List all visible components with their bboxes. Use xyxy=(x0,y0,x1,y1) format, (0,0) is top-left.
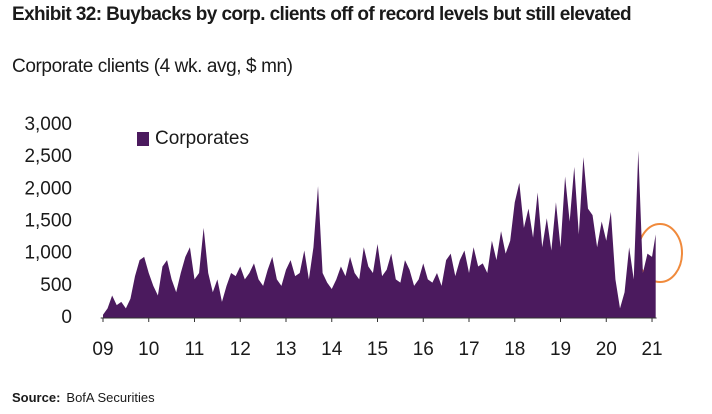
source-label: Source: xyxy=(12,390,61,405)
x-tick-label: 15 xyxy=(367,339,388,360)
x-tick-label: 14 xyxy=(321,339,343,360)
x-tick-label: 21 xyxy=(641,339,662,360)
x-tick-label: 18 xyxy=(504,339,525,360)
legend-swatch xyxy=(137,132,149,146)
x-tick-label: 12 xyxy=(230,339,251,360)
x-tick-label: 20 xyxy=(596,339,617,360)
y-tick-label: 3,000 xyxy=(24,114,72,135)
chart-title: Exhibit 32: Buybacks by corp. clients of… xyxy=(12,4,632,25)
x-tick-label: 17 xyxy=(458,339,479,360)
x-tick-label: 10 xyxy=(138,339,159,360)
area xyxy=(102,150,656,318)
x-tick-label: 09 xyxy=(92,339,113,360)
y-tick-label: 1,500 xyxy=(24,211,72,232)
source-text: BofA Securities xyxy=(66,390,155,405)
x-tick-label: 16 xyxy=(413,339,434,360)
x-tick-label: 19 xyxy=(550,339,571,360)
chart: 0 500 1,000 1,500 2,000 2,500 3,000 09 10 11 12 13 1… xyxy=(24,114,683,360)
x-tick-label: 11 xyxy=(185,339,205,360)
y-tick-label: 0 xyxy=(61,307,72,328)
x-tick-label: 13 xyxy=(275,339,296,360)
chart-subtitle: Corporate clients (4 wk. avg, $ mn) xyxy=(12,56,293,77)
source-note: Source: BofA Securities xyxy=(12,390,155,405)
y-tick-label: 1,000 xyxy=(24,243,72,264)
legend-label: Corporates xyxy=(155,128,249,149)
y-tick-label: 2,500 xyxy=(24,146,72,167)
y-tick-label: 500 xyxy=(40,275,72,296)
y-tick-label: 2,000 xyxy=(24,178,72,199)
